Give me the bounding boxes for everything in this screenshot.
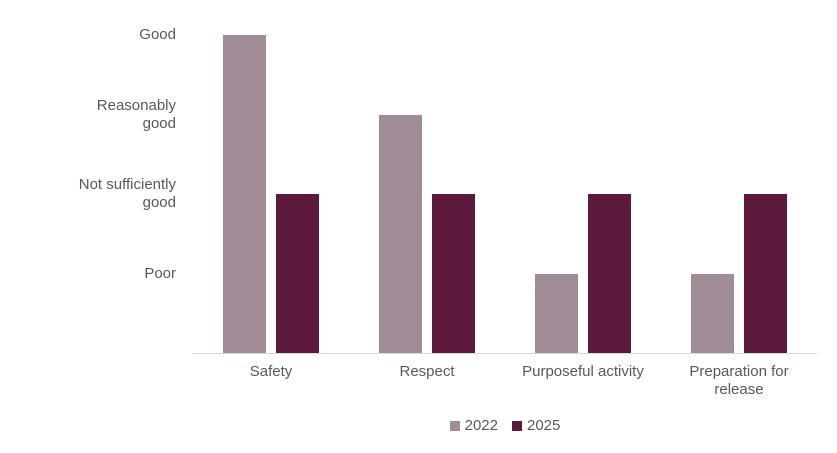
x-category-label-respect: Respect bbox=[399, 363, 455, 380]
y-tick-label-reasonably: Reasonably good bbox=[96, 96, 176, 132]
legend-swatch-icon-2022 bbox=[449, 420, 460, 431]
y-tick-label-good: Good bbox=[139, 26, 176, 43]
legend-item-2022: 2022 bbox=[449, 417, 498, 434]
legend-swatch-icon-2025 bbox=[512, 420, 522, 431]
legend-label-2025: 2025 bbox=[527, 417, 561, 434]
bar-2025-safety bbox=[276, 194, 319, 353]
legend-item-2025: 2025 bbox=[512, 417, 560, 434]
x-axis-line bbox=[193, 353, 817, 354]
legend-label-2022: 2022 bbox=[464, 417, 498, 434]
x-category-label-safety: Safety bbox=[249, 363, 293, 380]
bar-2022-purposeful-activity bbox=[535, 273, 578, 353]
x-category-label-preparation-for-release: Preparation for release bbox=[689, 363, 789, 398]
bar-2022-respect bbox=[379, 114, 422, 353]
x-category-label-purposeful-activity: Purposeful activity bbox=[522, 363, 644, 380]
y-tick-label-not-sufficiently: Not sufficiently good bbox=[78, 176, 176, 211]
legend: 2022 2025 bbox=[193, 417, 817, 434]
bar-2022-preparation-for-release bbox=[691, 273, 734, 353]
bar-2025-purposeful-activity bbox=[588, 194, 631, 353]
bar-2025-preparation-for-release bbox=[744, 194, 787, 353]
bar-2025-respect bbox=[432, 194, 475, 353]
y-tick-label-poor: Poor bbox=[144, 264, 176, 282]
bar-2022-safety bbox=[223, 35, 266, 353]
